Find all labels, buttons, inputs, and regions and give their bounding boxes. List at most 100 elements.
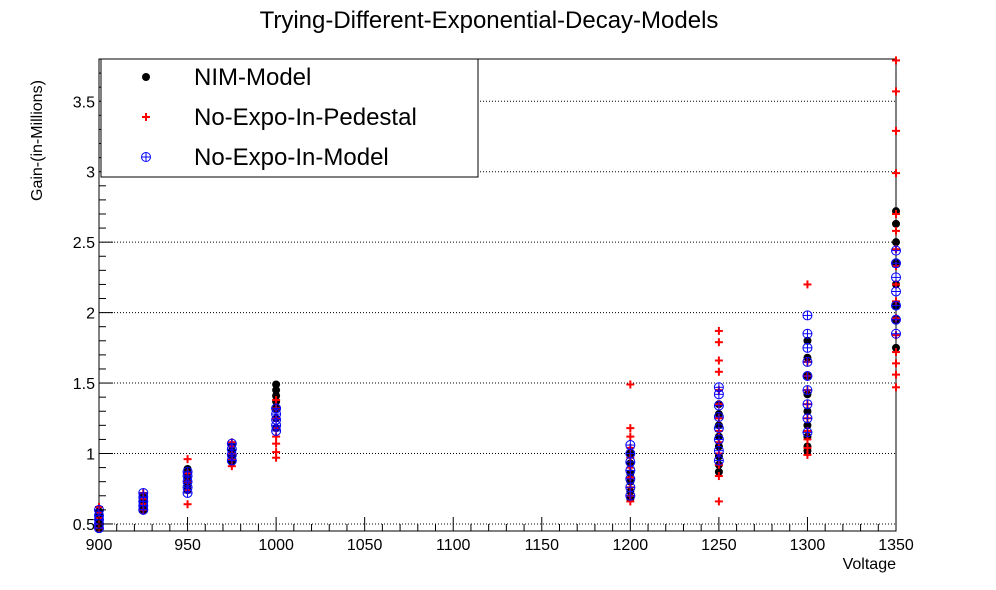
x-tick-label: 1000 xyxy=(258,537,294,554)
data-point xyxy=(713,400,724,411)
data-point xyxy=(625,448,636,459)
axes: 900 950 1000 1050 1100 1150 1200 1250 1300 1350 0.… xyxy=(73,72,914,554)
chart-title: Trying-Different-Exponential-Decay-Model… xyxy=(260,7,719,34)
data-point xyxy=(802,413,813,424)
data-point xyxy=(892,56,900,65)
data-point xyxy=(892,226,900,235)
data-point xyxy=(625,456,636,467)
y-tick-label: 2.5 xyxy=(73,235,95,252)
data-point xyxy=(803,443,812,452)
data-point xyxy=(803,336,812,345)
data-point xyxy=(803,407,812,416)
data-point xyxy=(891,286,901,297)
data-point xyxy=(892,348,900,357)
data-point xyxy=(802,328,813,339)
data-point xyxy=(713,434,724,445)
y-axis-title: Gain-(in-Millions) xyxy=(29,80,46,201)
y-tick-label: 0.5 xyxy=(73,517,95,534)
data-point xyxy=(625,465,636,476)
data-point xyxy=(272,380,281,389)
data-point xyxy=(272,448,281,457)
data-point xyxy=(802,371,813,382)
data-point xyxy=(892,219,900,228)
x-tick-label: 1300 xyxy=(790,537,826,554)
data-point xyxy=(714,356,723,365)
data-point xyxy=(714,467,723,476)
data-point xyxy=(713,411,724,422)
data-point xyxy=(626,432,635,441)
data-point xyxy=(272,395,281,404)
data-point xyxy=(714,367,723,376)
data-point xyxy=(713,445,724,456)
legend-label: No-Expo-In-Model xyxy=(194,144,389,171)
x-tick-label: 1350 xyxy=(878,537,914,554)
data-point xyxy=(891,300,901,311)
y-tick-label: 1 xyxy=(86,447,95,464)
data-point xyxy=(802,342,813,353)
data-point xyxy=(891,328,901,339)
x-tick-label: 900 xyxy=(86,537,113,554)
data-point xyxy=(226,438,237,449)
data-point xyxy=(182,466,193,477)
data-point xyxy=(802,356,813,367)
data-point xyxy=(802,427,813,438)
legend-label: NIM-Model xyxy=(194,64,311,91)
data-point xyxy=(891,258,901,269)
legend: NIM-Model No-Expo-In-Pedestal No-Expo-In-M… xyxy=(100,58,479,178)
legend-marker xyxy=(142,113,150,121)
data-point xyxy=(714,472,723,481)
data-point xyxy=(891,272,901,283)
legend-marker xyxy=(142,73,150,81)
series-nim-model xyxy=(95,207,900,533)
data-point xyxy=(802,310,813,321)
data-point xyxy=(892,370,900,379)
series-no-expo-in-model xyxy=(94,245,901,534)
data-point xyxy=(891,314,901,325)
data-point xyxy=(272,439,281,448)
x-tick-label: 1050 xyxy=(347,537,383,554)
data-point xyxy=(625,490,636,501)
y-tick-label: 1.5 xyxy=(73,376,95,393)
data-point xyxy=(803,421,812,430)
legend-marker xyxy=(141,152,151,162)
data-point xyxy=(626,424,635,433)
data-point xyxy=(802,385,813,396)
data-point xyxy=(713,455,724,466)
data-point xyxy=(803,280,812,289)
data-point xyxy=(714,497,723,506)
data-point xyxy=(183,455,192,464)
data-point xyxy=(271,403,282,414)
x-tick-label: 1200 xyxy=(613,537,649,554)
data-point xyxy=(714,326,723,335)
data-point xyxy=(183,500,192,509)
y-tick-label: 3 xyxy=(86,165,95,182)
x-tick-label: 1250 xyxy=(701,537,737,554)
x-tick-label: 1150 xyxy=(525,537,560,554)
x-tick-label: 1100 xyxy=(436,537,471,554)
y-tick-label: 3.5 xyxy=(73,94,95,111)
y-tick-label: 2 xyxy=(86,306,95,323)
legend-box xyxy=(100,58,479,178)
data-point xyxy=(802,399,813,410)
x-axis-title: Voltage xyxy=(843,556,896,573)
data-point xyxy=(625,482,636,493)
data-point xyxy=(891,245,901,256)
data-point xyxy=(272,386,281,395)
data-point xyxy=(714,338,723,347)
data-point xyxy=(892,126,900,135)
legend-label: No-Expo-In-Pedestal xyxy=(194,104,417,131)
data-point xyxy=(892,343,900,352)
data-point xyxy=(803,450,812,459)
data-point xyxy=(713,382,724,393)
data-point xyxy=(272,391,281,400)
data-point xyxy=(626,380,635,389)
data-point xyxy=(138,487,149,498)
data-point xyxy=(892,169,900,178)
data-point xyxy=(625,473,636,484)
data-point xyxy=(892,209,900,218)
data-point xyxy=(892,87,900,96)
x-tick-label: 950 xyxy=(174,537,201,554)
data-point xyxy=(625,440,636,451)
data-point xyxy=(713,423,724,434)
